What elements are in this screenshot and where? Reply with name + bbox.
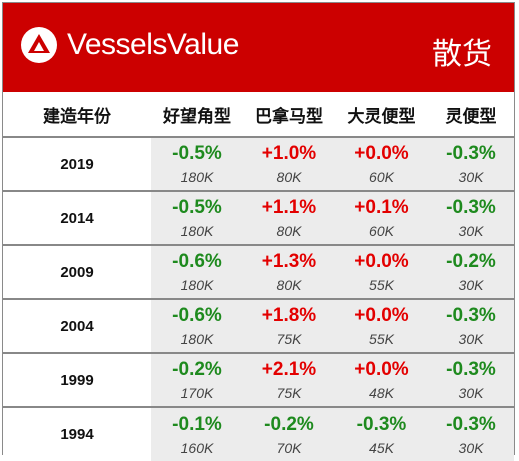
- vessel-size: 170K: [180, 385, 214, 401]
- value-cell: -0.3% 30K: [428, 407, 514, 461]
- value-change: +1.3%: [261, 251, 317, 272]
- table-header-row: 建造年份 好望角型 巴拿马型 大灵便型 灵便型: [3, 92, 514, 138]
- value-change: +1.8%: [261, 305, 317, 326]
- value-change: +1.0%: [261, 143, 317, 164]
- vessel-size: 30K: [458, 331, 484, 347]
- vessel-size: 80K: [276, 223, 302, 239]
- column-header-handysize: 灵便型: [428, 92, 514, 138]
- column-header-supramax: 大灵便型: [335, 92, 428, 138]
- table-row: 2009 -0.6% 180K +1.3% 80K +0.0% 55K -0.2% 30K: [3, 245, 514, 299]
- value-cell: +0.0% 55K: [335, 245, 428, 299]
- value-change: -0.3%: [446, 305, 496, 326]
- value-cell: -0.3% 30K: [428, 191, 514, 245]
- value-change: -0.2%: [446, 251, 496, 272]
- header-banner: VesselsValue 散货: [3, 3, 514, 92]
- table-row: 1999 -0.2% 170K +2.1% 75K +0.0% 48K -0.3% 30K: [3, 353, 514, 407]
- value-change: -0.3%: [356, 413, 407, 435]
- vessel-size: 48K: [369, 385, 394, 401]
- value-cell: +0.0% 48K: [335, 353, 428, 407]
- vessel-size: 180K: [180, 277, 214, 293]
- value-cell: -0.2% 30K: [428, 245, 514, 299]
- vesselsvalue-logo-icon: [21, 27, 57, 63]
- value-change: -0.1%: [172, 413, 222, 435]
- value-cell: -0.3% 30K: [428, 299, 514, 353]
- value-change: +0.0%: [354, 305, 409, 326]
- value-cell: +1.1% 80K: [243, 191, 335, 245]
- vessel-size: 30K: [458, 169, 484, 185]
- value-change: -0.3%: [446, 197, 496, 218]
- value-change: +0.0%: [354, 359, 409, 380]
- value-change: -0.2%: [172, 359, 222, 380]
- category-title: 散货: [432, 38, 492, 71]
- vessel-size: 80K: [276, 169, 302, 185]
- vessel-size: 45K: [369, 439, 394, 456]
- build-year-cell: 1999: [3, 353, 151, 407]
- build-year-cell: 2009: [3, 245, 151, 299]
- vessel-size: 180K: [180, 331, 214, 347]
- value-cell: +1.8% 75K: [243, 299, 335, 353]
- value-cell: -0.6% 180K: [151, 245, 243, 299]
- vessel-size: 30K: [458, 277, 484, 293]
- brand-name: VesselsValue: [67, 28, 239, 61]
- value-change: +0.0%: [354, 251, 409, 272]
- vessel-size: 80K: [276, 277, 302, 293]
- valuation-table: 建造年份 好望角型 巴拿马型 大灵便型 灵便型 2019 -0.5% 180K +1.…: [3, 92, 514, 461]
- value-cell: -0.3% 30K: [428, 137, 514, 191]
- vessel-size: 30K: [458, 439, 484, 456]
- vessel-size: 180K: [180, 223, 214, 239]
- value-cell: -0.6% 180K: [151, 299, 243, 353]
- value-change: -0.5%: [172, 143, 222, 164]
- vessel-size: 160K: [180, 439, 214, 456]
- value-change: +2.1%: [261, 359, 317, 380]
- value-cell: +1.3% 80K: [243, 245, 335, 299]
- value-change: -0.2%: [264, 413, 314, 435]
- vessel-size: 55K: [369, 331, 394, 347]
- value-change: +0.0%: [354, 143, 409, 164]
- value-change: +0.1%: [354, 197, 409, 218]
- value-cell: -0.2% 70K: [243, 407, 335, 461]
- table-row: 1994 -0.1% 160K -0.2% 70K -0.3% 45K -0.3% 30K: [3, 407, 514, 461]
- table-row: 2014 -0.5% 180K +1.1% 80K +0.1% 60K -0.3% 30K: [3, 191, 514, 245]
- value-cell: -0.3% 45K: [335, 407, 428, 461]
- value-change: -0.6%: [172, 251, 222, 272]
- value-change: -0.3%: [446, 413, 496, 435]
- value-cell: +1.0% 80K: [243, 137, 335, 191]
- value-cell: +0.1% 60K: [335, 191, 428, 245]
- brand-logo: VesselsValue: [21, 27, 239, 63]
- value-change: -0.6%: [172, 305, 222, 326]
- vessel-size: 70K: [276, 439, 302, 456]
- value-cell: -0.5% 180K: [151, 191, 243, 245]
- vessel-size: 75K: [276, 331, 302, 347]
- value-cell: -0.1% 160K: [151, 407, 243, 461]
- build-year-cell: 1994: [3, 407, 151, 461]
- column-header-capesize: 好望角型: [151, 92, 243, 138]
- value-change: -0.3%: [446, 143, 496, 164]
- vessel-size: 180K: [180, 169, 214, 185]
- vessel-size: 30K: [458, 223, 484, 239]
- value-cell: +0.0% 60K: [335, 137, 428, 191]
- value-cell: +2.1% 75K: [243, 353, 335, 407]
- build-year-cell: 2004: [3, 299, 151, 353]
- build-year-cell: 2019: [3, 137, 151, 191]
- vessel-size: 60K: [369, 223, 394, 239]
- column-header-panamax: 巴拿马型: [243, 92, 335, 138]
- table-row: 2004 -0.6% 180K +1.8% 75K +0.0% 55K -0.3% 30K: [3, 299, 514, 353]
- table-row: 2019 -0.5% 180K +1.0% 80K +0.0% 60K -0.3% 30K: [3, 137, 514, 191]
- vessel-size: 60K: [369, 169, 394, 185]
- value-cell: -0.5% 180K: [151, 137, 243, 191]
- vessel-size: 30K: [458, 385, 484, 401]
- vessel-size: 55K: [369, 277, 394, 293]
- value-cell: -0.3% 30K: [428, 353, 514, 407]
- value-change: -0.3%: [446, 359, 496, 380]
- value-change: +1.1%: [261, 197, 317, 218]
- vessel-size: 75K: [276, 385, 302, 401]
- column-header-build-year: 建造年份: [3, 92, 151, 138]
- build-year-cell: 2014: [3, 191, 151, 245]
- value-cell: -0.2% 170K: [151, 353, 243, 407]
- value-change: -0.5%: [172, 197, 222, 218]
- value-cell: +0.0% 55K: [335, 299, 428, 353]
